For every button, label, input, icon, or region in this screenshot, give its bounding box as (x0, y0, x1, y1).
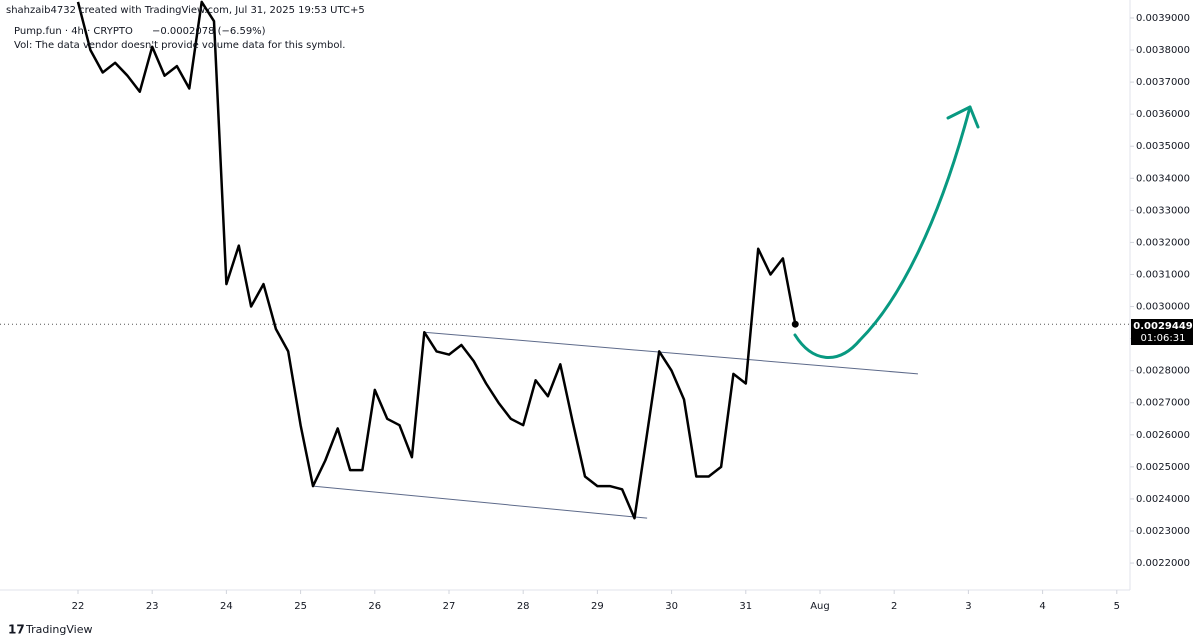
x-tick-label: 22 (72, 601, 85, 612)
y-tick-label: 0.0039000 (1136, 13, 1190, 24)
y-tick-label: 0.0030000 (1136, 302, 1190, 313)
forecast-arrow (793, 105, 972, 359)
x-tick-label: 28 (517, 601, 530, 612)
y-tick-label: 0.0026000 (1136, 430, 1190, 441)
y-tick-label: 0.0028000 (1136, 366, 1190, 377)
header: shahzaib4732 created with TradingView.co… (6, 5, 365, 16)
trendline (423, 331, 918, 375)
y-tick-label: 0.0037000 (1136, 77, 1190, 88)
x-tick-label: 30 (665, 601, 678, 612)
countdown: 01:06:31 (1141, 333, 1186, 344)
symbol: Pump.fun · 4h · CRYPTO (14, 26, 133, 37)
y-tick-label: 0.0034000 (1136, 173, 1190, 184)
x-tick-label: 2 (891, 601, 897, 612)
x-tick-label: 5 (1114, 601, 1120, 612)
last-price-box (1131, 319, 1193, 345)
brand: TradingView (25, 623, 92, 636)
x-tick-label: Aug (810, 601, 830, 612)
brand-logo: 𝟭𝟳 (8, 623, 25, 637)
x-tick-label: 3 (965, 601, 971, 612)
x-tick-label: 29 (591, 601, 604, 612)
y-tick-label: 0.0023000 (1136, 526, 1190, 537)
x-tick-label: 24 (220, 601, 233, 612)
y-tick-label: 0.0038000 (1136, 45, 1190, 56)
y-tick-label: 0.0036000 (1136, 109, 1190, 120)
y-tick-label: 0.0032000 (1136, 237, 1190, 248)
trendline (312, 485, 648, 519)
plot-area (0, 0, 1130, 520)
x-tick-label: 4 (1039, 601, 1045, 612)
y-tick-label: 0.0022000 (1136, 558, 1190, 569)
y-tick-label: 0.0031000 (1136, 269, 1190, 280)
y-tick-label: 0.0027000 (1136, 398, 1190, 409)
last-point (791, 320, 799, 328)
volume-note: Vol: The data vendor doesn't provide vol… (14, 40, 345, 51)
x-tick-label: 25 (294, 601, 307, 612)
axes: 0.0022000 0.0023000 0.0024000 0.0025000 0.00… (72, 13, 1190, 612)
change: −0.0002078 (−6.59%) (152, 26, 266, 37)
x-tick-label: 26 (368, 601, 381, 612)
y-tick-label: 0.0035000 (1136, 141, 1190, 152)
y-tick-label: 0.0024000 (1136, 494, 1190, 505)
last-price-label: 0.0029449 (1133, 321, 1193, 332)
x-tick-label: 31 (739, 601, 752, 612)
x-tick-label: 23 (146, 601, 159, 612)
price-line (76, 0, 797, 520)
y-tick-label: 0.0025000 (1136, 462, 1190, 473)
y-tick-label: 0.0033000 (1136, 205, 1190, 216)
forecast-arrowhead (946, 105, 980, 129)
x-tick-label: 27 (443, 601, 456, 612)
